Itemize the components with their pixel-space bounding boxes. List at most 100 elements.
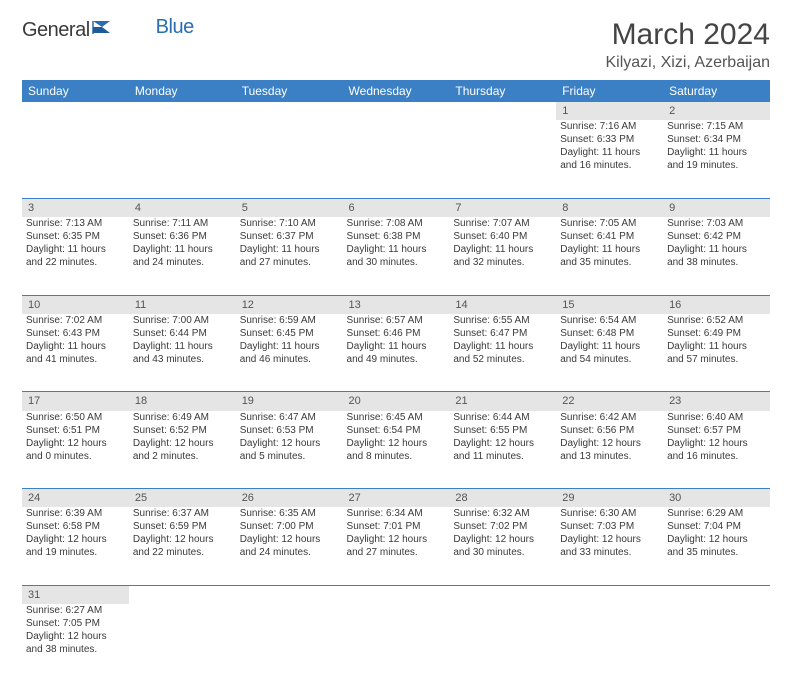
- sunset-text: Sunset: 6:44 PM: [133, 327, 232, 340]
- sunrise-text: Sunrise: 6:57 AM: [347, 314, 446, 327]
- sunrise-text: Sunrise: 6:39 AM: [26, 507, 125, 520]
- day-cell: Sunrise: 6:42 AMSunset: 6:56 PMDaylight:…: [556, 411, 663, 489]
- day-number: 23: [663, 392, 770, 411]
- day-number: [449, 585, 556, 604]
- day2-text: and 11 minutes.: [453, 450, 552, 463]
- day1-text: Daylight: 12 hours: [667, 437, 766, 450]
- day-number: [129, 585, 236, 604]
- day2-text: and 54 minutes.: [560, 353, 659, 366]
- day1-text: Daylight: 12 hours: [667, 533, 766, 546]
- day2-text: and 2 minutes.: [133, 450, 232, 463]
- sunrise-text: Sunrise: 7:03 AM: [667, 217, 766, 230]
- day2-text: and 16 minutes.: [667, 450, 766, 463]
- sunset-text: Sunset: 7:01 PM: [347, 520, 446, 533]
- day-number: 11: [129, 295, 236, 314]
- sunset-text: Sunset: 6:43 PM: [26, 327, 125, 340]
- title-block: March 2024 Kilyazi, Xizi, Azerbaijan: [605, 18, 770, 72]
- daynum-row: 3456789: [22, 198, 770, 217]
- day-header: Thursday: [449, 80, 556, 102]
- sunset-text: Sunset: 6:33 PM: [560, 133, 659, 146]
- content-row: Sunrise: 6:50 AMSunset: 6:51 PMDaylight:…: [22, 411, 770, 489]
- day2-text: and 22 minutes.: [26, 256, 125, 269]
- day1-text: Daylight: 11 hours: [560, 340, 659, 353]
- sunrise-text: Sunrise: 6:45 AM: [347, 411, 446, 424]
- day-cell: Sunrise: 6:27 AMSunset: 7:05 PMDaylight:…: [22, 604, 129, 682]
- day2-text: and 32 minutes.: [453, 256, 552, 269]
- day-number: 13: [343, 295, 450, 314]
- day1-text: Daylight: 11 hours: [453, 243, 552, 256]
- day-number: [236, 585, 343, 604]
- day-cell: Sunrise: 6:39 AMSunset: 6:58 PMDaylight:…: [22, 507, 129, 585]
- sunset-text: Sunset: 6:56 PM: [560, 424, 659, 437]
- day-cell: Sunrise: 7:11 AMSunset: 6:36 PMDaylight:…: [129, 217, 236, 295]
- sunrise-text: Sunrise: 6:37 AM: [133, 507, 232, 520]
- day2-text: and 16 minutes.: [560, 159, 659, 172]
- day-cell: Sunrise: 7:15 AMSunset: 6:34 PMDaylight:…: [663, 120, 770, 198]
- day-number: [236, 102, 343, 120]
- brand-logo: General Blue: [22, 18, 194, 43]
- day-number: 6: [343, 198, 450, 217]
- sunset-text: Sunset: 6:53 PM: [240, 424, 339, 437]
- brand-name-2: Blue: [156, 16, 194, 39]
- sunrise-text: Sunrise: 6:52 AM: [667, 314, 766, 327]
- month-title: March 2024: [605, 18, 770, 52]
- day-cell: Sunrise: 7:05 AMSunset: 6:41 PMDaylight:…: [556, 217, 663, 295]
- day-cell: Sunrise: 6:57 AMSunset: 6:46 PMDaylight:…: [343, 314, 450, 392]
- flag-icon: [92, 18, 114, 41]
- sunrise-text: Sunrise: 6:59 AM: [240, 314, 339, 327]
- day1-text: Daylight: 12 hours: [347, 437, 446, 450]
- day-cell: Sunrise: 6:55 AMSunset: 6:47 PMDaylight:…: [449, 314, 556, 392]
- sunset-text: Sunset: 6:54 PM: [347, 424, 446, 437]
- day-cell: Sunrise: 7:13 AMSunset: 6:35 PMDaylight:…: [22, 217, 129, 295]
- sunset-text: Sunset: 6:37 PM: [240, 230, 339, 243]
- day2-text: and 57 minutes.: [667, 353, 766, 366]
- day-cell: [129, 120, 236, 198]
- sunrise-text: Sunrise: 7:11 AM: [133, 217, 232, 230]
- day-cell: [556, 604, 663, 682]
- day-number: 4: [129, 198, 236, 217]
- day1-text: Daylight: 12 hours: [26, 437, 125, 450]
- sunset-text: Sunset: 7:00 PM: [240, 520, 339, 533]
- sunrise-text: Sunrise: 7:02 AM: [26, 314, 125, 327]
- day2-text: and 38 minutes.: [667, 256, 766, 269]
- sunrise-text: Sunrise: 7:15 AM: [667, 120, 766, 133]
- sunset-text: Sunset: 6:59 PM: [133, 520, 232, 533]
- day-cell: Sunrise: 6:49 AMSunset: 6:52 PMDaylight:…: [129, 411, 236, 489]
- sunrise-text: Sunrise: 7:00 AM: [133, 314, 232, 327]
- sunrise-text: Sunrise: 6:40 AM: [667, 411, 766, 424]
- day-number: 21: [449, 392, 556, 411]
- sunset-text: Sunset: 6:35 PM: [26, 230, 125, 243]
- day1-text: Daylight: 12 hours: [240, 437, 339, 450]
- day-number: [22, 102, 129, 120]
- day1-text: Daylight: 11 hours: [133, 243, 232, 256]
- day1-text: Daylight: 12 hours: [26, 533, 125, 546]
- sunrise-text: Sunrise: 6:44 AM: [453, 411, 552, 424]
- day1-text: Daylight: 12 hours: [560, 533, 659, 546]
- content-row: Sunrise: 6:27 AMSunset: 7:05 PMDaylight:…: [22, 604, 770, 682]
- sunrise-text: Sunrise: 6:32 AM: [453, 507, 552, 520]
- day2-text: and 24 minutes.: [240, 546, 339, 559]
- day-number: 10: [22, 295, 129, 314]
- day-cell: [22, 120, 129, 198]
- day1-text: Daylight: 11 hours: [453, 340, 552, 353]
- day2-text: and 19 minutes.: [667, 159, 766, 172]
- day2-text: and 30 minutes.: [453, 546, 552, 559]
- day-cell: Sunrise: 6:32 AMSunset: 7:02 PMDaylight:…: [449, 507, 556, 585]
- day-header: Friday: [556, 80, 663, 102]
- day2-text: and 43 minutes.: [133, 353, 232, 366]
- day-cell: Sunrise: 6:37 AMSunset: 6:59 PMDaylight:…: [129, 507, 236, 585]
- sunrise-text: Sunrise: 7:08 AM: [347, 217, 446, 230]
- day-number: 18: [129, 392, 236, 411]
- day-cell: Sunrise: 7:10 AMSunset: 6:37 PMDaylight:…: [236, 217, 343, 295]
- sunrise-text: Sunrise: 6:50 AM: [26, 411, 125, 424]
- content-row: Sunrise: 6:39 AMSunset: 6:58 PMDaylight:…: [22, 507, 770, 585]
- content-row: Sunrise: 7:02 AMSunset: 6:43 PM Daylight:…: [22, 314, 770, 392]
- day-cell: Sunrise: 7:08 AMSunset: 6:38 PMDaylight:…: [343, 217, 450, 295]
- day-number: [663, 585, 770, 604]
- brand-name-1: General: [22, 19, 90, 42]
- day1-text: Daylight: 12 hours: [240, 533, 339, 546]
- sunrise-text: Sunrise: 6:54 AM: [560, 314, 659, 327]
- sunset-text: Sunset: 6:58 PM: [26, 520, 125, 533]
- day-cell: [236, 120, 343, 198]
- day2-text: and 38 minutes.: [26, 643, 125, 656]
